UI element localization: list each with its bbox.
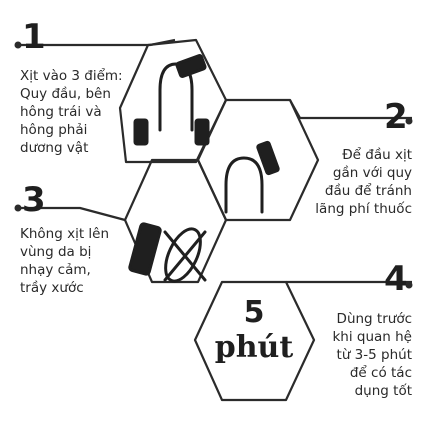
step-4-line-5: dụng tốt [354, 383, 412, 399]
step-2-text: Để đầu xịt gần với quy đầu để tránh lãng… [300, 146, 412, 218]
step-3-line-1: Không xịt lên [20, 226, 110, 242]
step-4-line-4: để có tác [349, 365, 412, 381]
step-1-line-5: dương vật [20, 140, 89, 156]
spray-near-tip-icon [224, 140, 280, 214]
step-2-line-1: Để đầu xịt [342, 147, 412, 163]
step-2-number: 2 [384, 97, 408, 137]
step-1-line-2: Quy đầu, bên [20, 86, 111, 102]
no-spray-crossed-icon [128, 222, 207, 283]
step-2-line-2: gần với quy [332, 165, 412, 181]
step-1-line-4: hông phải [20, 122, 88, 138]
step-3-line-2: vùng da bị [20, 244, 92, 260]
step-4-text: Dùng trước khi quan hệ từ 3-5 phút để có… [300, 310, 412, 400]
step-3-number: 3 [22, 180, 46, 220]
step-3-line-4: trầy xước [20, 280, 84, 296]
step-1-line-1: Xịt vào 3 điểm: [20, 68, 123, 84]
spray-on-three-points-icon [133, 54, 210, 146]
step-4-dot [405, 281, 413, 289]
step-2-line-3: đầu để tránh [324, 183, 412, 199]
step-4-number: 4 [384, 259, 408, 299]
step-4-line-3: từ 3-5 phút [336, 347, 412, 363]
step-4-line-2: khi quan hệ [332, 329, 412, 345]
step-4-line-1: Dùng trước [336, 311, 412, 327]
step-2-dot [405, 117, 413, 125]
step-3-text: Không xịt lên vùng da bị nhạy cảm, trầy … [20, 225, 130, 297]
step-1-dot [14, 41, 22, 49]
step-1-number: 1 [22, 17, 46, 57]
step-3-dot [14, 204, 22, 212]
time-badge-number: 5 [243, 295, 265, 330]
step-1-text: Xịt vào 3 điểm: Quy đầu, bên hông trái v… [20, 67, 140, 157]
step-1-line-3: hông trái và [20, 104, 102, 120]
connector-lines [18, 38, 412, 402]
step-3-line-3: nhạy cảm, [20, 262, 91, 278]
time-badge-unit: phút [214, 330, 294, 365]
step-2-line-4: lãng phí thuốc [315, 201, 412, 217]
